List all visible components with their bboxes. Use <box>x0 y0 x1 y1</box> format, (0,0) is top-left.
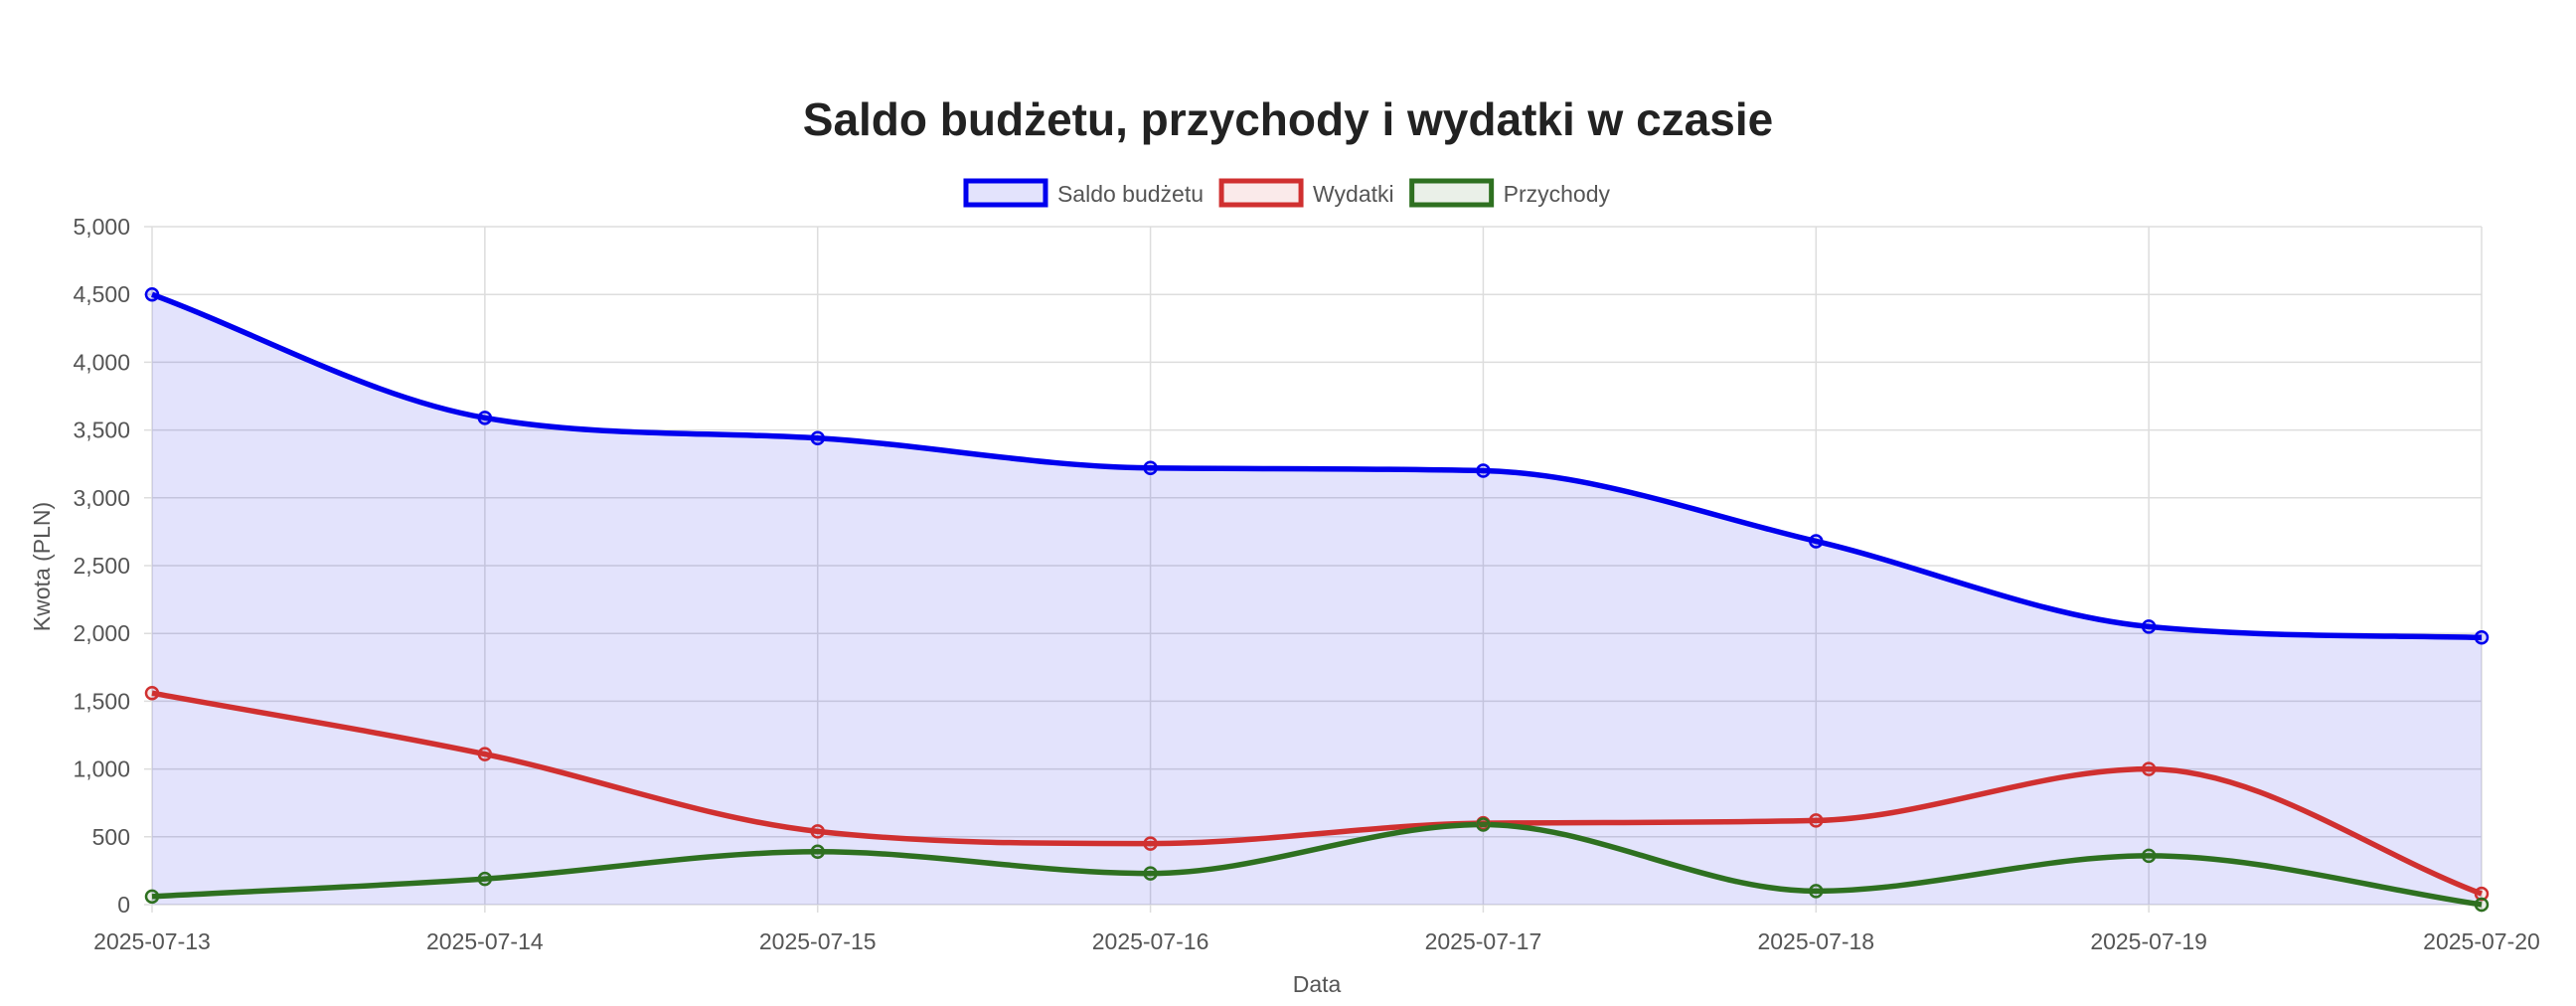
chart-title: Saldo budżetu, przychody i wydatki w cza… <box>803 93 1773 145</box>
legend-swatch <box>1409 178 1495 208</box>
data-point-saldo-bud-etu[interactable] <box>1476 463 1491 478</box>
y-tick-label: 4,000 <box>73 349 130 375</box>
data-point-wydatki[interactable] <box>144 685 160 701</box>
x-axis-title: Data <box>1293 971 1342 997</box>
data-point-saldo-bud-etu[interactable] <box>1809 534 1824 549</box>
data-point-przychody[interactable] <box>477 871 493 887</box>
x-axis-ticks: 2025-07-13 2025-07-14 2025-07-15 2025-07-16… <box>93 928 2540 954</box>
data-points <box>144 286 2490 913</box>
y-tick-label: 500 <box>92 824 130 850</box>
y-tick-label: 0 <box>117 892 130 918</box>
series-line-wydatki <box>151 690 2483 897</box>
area-fills <box>152 294 2482 905</box>
y-tick-label: 3,500 <box>73 418 130 443</box>
data-point-saldo-bud-etu[interactable] <box>477 411 493 425</box>
data-point-przychody[interactable] <box>2141 848 2157 864</box>
x-tick-label: 2025-07-17 <box>1425 928 1542 954</box>
legend-swatch <box>963 178 1048 208</box>
grid <box>144 226 2483 913</box>
x-tick-label: 2025-07-19 <box>2090 928 2207 954</box>
x-tick-label: 2025-07-18 <box>1757 928 1874 954</box>
series-lines <box>151 291 2483 908</box>
data-point-saldo-bud-etu[interactable] <box>810 430 825 446</box>
legend[interactable]: Saldo budżetu Wydatki Przychody <box>963 178 1611 208</box>
legend-label: Przychody <box>1504 181 1611 207</box>
x-tick-label: 2025-07-15 <box>759 928 877 954</box>
series-line-saldo-bud-etu <box>151 291 2483 641</box>
data-point-wydatki[interactable] <box>1809 813 1824 828</box>
y-tick-label: 1,000 <box>73 756 130 782</box>
y-tick-label: 2,500 <box>73 553 130 579</box>
y-tick-label: 3,000 <box>73 485 130 511</box>
legend-item-saldo-bud-etu[interactable]: Saldo budżetu <box>963 178 1204 208</box>
y-tick-label: 5,000 <box>73 214 130 240</box>
data-point-saldo-bud-etu[interactable] <box>2474 630 2490 645</box>
data-point-przychody[interactable] <box>1809 884 1824 899</box>
series-line-przychody <box>151 821 2483 908</box>
data-point-przychody[interactable] <box>144 889 160 905</box>
data-point-przychody[interactable] <box>1143 866 1158 881</box>
x-tick-label: 2025-07-16 <box>1092 928 1209 954</box>
legend-item-wydatki[interactable]: Wydatki <box>1218 178 1394 208</box>
data-point-wydatki[interactable] <box>2141 761 2157 776</box>
y-tick-label: 4,500 <box>73 281 130 307</box>
data-point-wydatki[interactable] <box>477 747 493 761</box>
y-axis-ticks: 0 500 1,000 1,500 2,000 2,500 3,000 3,500 4,000 4… <box>73 214 130 918</box>
area-fill-saldo-bud-etu <box>152 294 2482 905</box>
legend-item-przychody[interactable]: Przychody <box>1409 178 1611 208</box>
legend-label: Wydatki <box>1313 181 1394 207</box>
data-point-saldo-bud-etu[interactable] <box>2141 619 2157 634</box>
x-tick-label: 2025-07-14 <box>426 928 544 954</box>
y-tick-label: 2,000 <box>73 620 130 646</box>
legend-swatch <box>1218 178 1304 208</box>
data-point-przychody[interactable] <box>2474 897 2490 913</box>
x-tick-label: 2025-07-20 <box>2423 928 2540 954</box>
legend-label: Saldo budżetu <box>1057 181 1204 207</box>
y-tick-label: 1,500 <box>73 688 130 714</box>
data-point-wydatki[interactable] <box>810 824 825 839</box>
y-axis-title: Kwota (PLN) <box>29 502 55 631</box>
data-point-wydatki[interactable] <box>1143 836 1158 851</box>
data-point-saldo-bud-etu[interactable] <box>1143 460 1158 476</box>
data-point-przychody[interactable] <box>1476 817 1491 832</box>
data-point-przychody[interactable] <box>810 844 825 860</box>
x-tick-label: 2025-07-13 <box>93 928 211 954</box>
data-point-saldo-bud-etu[interactable] <box>144 286 160 302</box>
